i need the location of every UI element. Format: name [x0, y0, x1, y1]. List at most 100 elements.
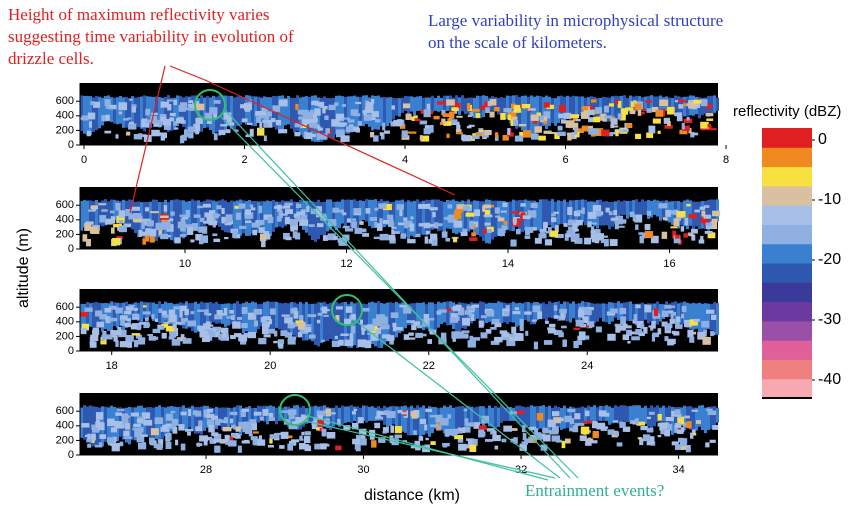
- radar-texture: [277, 216, 282, 222]
- radar-texture: [225, 214, 233, 223]
- radar-texture: [332, 407, 335, 427]
- radar-texture: [570, 233, 580, 240]
- radar-texture: [684, 319, 692, 328]
- radar-texture: [600, 428, 608, 431]
- radar-texture: [626, 123, 633, 128]
- radar-texture: [413, 321, 421, 326]
- radar-texture: [230, 335, 236, 340]
- radar-texture: [317, 97, 320, 142]
- radar-texture: [188, 100, 194, 104]
- red-annotation: Height of maximum reflectivity varies: [8, 5, 270, 24]
- radar-texture: [260, 201, 263, 238]
- radar-texture: [268, 319, 273, 325]
- radar-texture: [456, 204, 465, 210]
- radar-texture: [203, 438, 208, 446]
- radar-texture: [644, 405, 647, 424]
- radar-texture: [415, 233, 421, 238]
- radar-texture: [698, 405, 701, 427]
- radar-texture: [503, 311, 510, 316]
- radar-texture: [206, 436, 213, 441]
- radar-texture: [440, 332, 447, 339]
- radar-texture: [118, 210, 126, 218]
- radar-texture: [188, 96, 191, 130]
- radar-texture: [223, 307, 228, 316]
- radar-texture: [410, 411, 417, 417]
- radar-texture: [562, 339, 567, 347]
- radar-texture: [281, 95, 284, 130]
- radar-texture: [294, 232, 301, 240]
- radar-texture: [203, 220, 207, 224]
- radar-texture: [430, 441, 436, 445]
- radar-texture: [476, 95, 479, 119]
- radar-texture: [519, 323, 524, 331]
- radar-texture: [507, 114, 512, 121]
- radar-texture: [257, 439, 266, 446]
- radar-texture: [646, 436, 655, 444]
- radar-texture: [171, 338, 181, 346]
- radar-texture: [410, 96, 413, 112]
- radar-texture: [475, 113, 481, 118]
- radar-texture: [700, 99, 708, 107]
- radar-texture: [284, 209, 294, 215]
- radar-texture: [447, 204, 453, 209]
- radar-texture: [290, 308, 298, 314]
- y-tick-label: 600: [56, 301, 74, 313]
- colorbar-swatch: [762, 205, 812, 225]
- radar-texture: [316, 210, 322, 218]
- annotations: Height of maximum reflectivity variessug…: [8, 5, 723, 504]
- radar-texture: [179, 102, 188, 108]
- radar-texture: [572, 228, 579, 232]
- radar-texture: [405, 113, 412, 120]
- radar-texture: [151, 112, 158, 116]
- radar-texture: [401, 411, 408, 415]
- radar-texture: [643, 108, 650, 111]
- radar-texture: [131, 303, 134, 321]
- radar-texture: [436, 426, 442, 429]
- green-pointer: [219, 115, 579, 479]
- radar-texture: [206, 419, 215, 426]
- radar-texture: [98, 96, 101, 129]
- radar-texture: [455, 304, 462, 308]
- radar-texture: [644, 231, 654, 239]
- radar-texture: [440, 418, 449, 426]
- radar-texture: [179, 135, 185, 144]
- radar-texture: [617, 113, 622, 120]
- radar-texture: [338, 237, 347, 246]
- radar-texture: [500, 113, 506, 120]
- radar-texture: [471, 304, 480, 308]
- radar-texture: [84, 223, 92, 231]
- radar-texture: [404, 220, 413, 228]
- radar-texture: [696, 420, 701, 424]
- radar-texture: [569, 427, 577, 432]
- radar-texture: [538, 135, 546, 141]
- radar-texture: [710, 406, 713, 429]
- radar-texture: [629, 200, 632, 215]
- radar-texture: [104, 218, 113, 225]
- radar-texture: [334, 335, 338, 340]
- radar-texture: [309, 118, 318, 123]
- radar-texture: [183, 129, 188, 138]
- radar-texture: [497, 97, 500, 115]
- radar-texture: [674, 444, 684, 450]
- radar-texture: [251, 222, 260, 228]
- radar-texture: [142, 305, 147, 308]
- radar-texture: [98, 203, 107, 206]
- radar-texture: [470, 406, 473, 423]
- radar-texture: [536, 202, 539, 231]
- radar-texture: [189, 108, 195, 111]
- radar-texture: [281, 314, 290, 317]
- radar-texture: [614, 323, 622, 327]
- radar-texture: [634, 214, 643, 223]
- radar-texture: [673, 235, 681, 244]
- radar-texture: [207, 331, 216, 338]
- radar-texture: [149, 96, 152, 128]
- radar-texture: [686, 199, 689, 230]
- radar-texture: [125, 208, 132, 217]
- colorbar-swatch: [762, 378, 812, 399]
- radar-texture: [425, 97, 428, 111]
- radar-texture: [355, 128, 360, 133]
- radar-texture: [329, 98, 332, 138]
- radar-texture: [382, 334, 391, 339]
- radar-texture: [632, 200, 635, 217]
